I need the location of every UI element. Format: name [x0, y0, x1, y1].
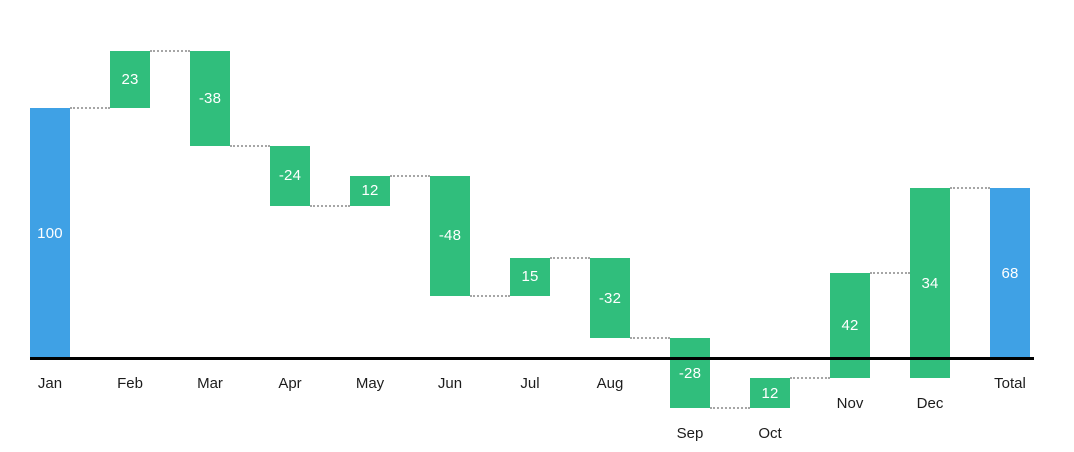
bar-value-label: -24 [278, 167, 302, 184]
bar-value-label: 23 [121, 70, 139, 88]
waterfall-bar-jan: 100 [30, 108, 70, 358]
axis-label-oct: Oct [758, 425, 782, 442]
connector-line [950, 187, 990, 189]
bar-value-label: 100 [37, 224, 63, 242]
connector-line [710, 407, 750, 409]
waterfall-bar-sep: -28 [670, 338, 710, 408]
axis-label-feb: Feb [117, 375, 143, 392]
bar-value-label: 34 [921, 274, 939, 292]
axis-label-may: May [355, 375, 385, 392]
bar-value-label: 12 [361, 182, 379, 199]
bar-value-label: -48 [438, 227, 462, 244]
connector-line [310, 204, 350, 207]
axis-label-nov: Nov [836, 395, 864, 412]
waterfall-bar-feb: 23 [110, 50, 150, 108]
waterfall-bar-total: 68 [990, 188, 1030, 358]
waterfall-bar-mar: -38 [190, 50, 230, 146]
connector-line [70, 107, 110, 109]
waterfall-bar-nov: 42 [830, 273, 870, 378]
waterfall-bar-jul: 15 [510, 258, 550, 296]
bar-value-label: -28 [678, 364, 702, 382]
connector-line [390, 174, 430, 177]
axis-label-sep: Sep [676, 425, 704, 442]
axis-label-jun: Jun [437, 375, 463, 392]
axis-label-apr: Apr [278, 375, 302, 392]
waterfall-bar-aug: -32 [590, 258, 630, 338]
axis-label-jan: Jan [37, 375, 63, 392]
waterfall-bar-jun: -48 [430, 175, 470, 296]
axis-label-jul: Jul [520, 375, 540, 392]
connector-line [230, 144, 270, 147]
axis-label-mar: Mar [197, 375, 223, 392]
connector-line [790, 377, 830, 379]
waterfall-bar-oct: 12 [750, 378, 790, 408]
connector-line [150, 49, 190, 52]
axis-label-aug: Aug [596, 375, 624, 392]
zero-axis-line [30, 357, 1034, 360]
axis-label-dec: Dec [916, 395, 944, 412]
bar-value-label: -38 [198, 89, 222, 107]
connector-line [470, 294, 510, 297]
waterfall-bar-apr: -24 [270, 145, 310, 206]
bar-value-label: 68 [1001, 264, 1019, 282]
connector-line [550, 257, 590, 259]
bar-value-label: 12 [761, 384, 779, 402]
bar-value-label: 42 [841, 317, 859, 334]
bar-value-label: -32 [598, 289, 622, 307]
axis-label-total: Total [994, 375, 1026, 392]
connector-line [630, 337, 670, 339]
waterfall-bar-dec: 34 [910, 188, 950, 378]
bar-value-label: 15 [521, 268, 539, 286]
connector-line [870, 272, 910, 274]
waterfall-bar-may: 12 [350, 175, 390, 206]
